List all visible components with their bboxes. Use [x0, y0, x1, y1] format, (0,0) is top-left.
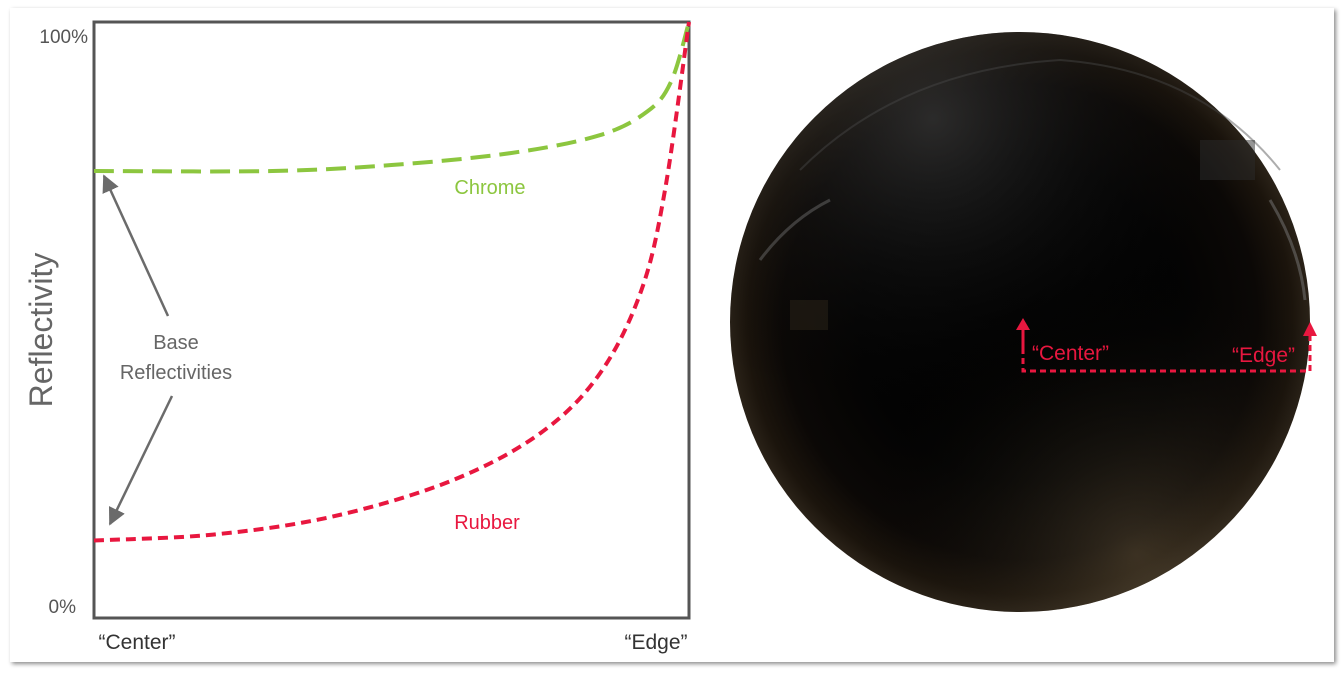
- measure-bracket: [1021, 334, 1312, 373]
- x-right-tick-label: “Edge”: [624, 631, 687, 654]
- sphere-edge-label: “Edge”: [1232, 344, 1295, 367]
- annotation-base-text: Base: [153, 332, 199, 354]
- sphere-reflection-right: [1268, 199, 1307, 301]
- annotation-arrow-to-chrome: [102, 174, 170, 317]
- y-top-tick-label: 100%: [39, 27, 88, 48]
- chrome-series-label: Chrome: [454, 177, 525, 199]
- series-line-rubber: [93, 21, 691, 543]
- center-arrow-head: [1016, 318, 1030, 330]
- edge-arrow-head: [1303, 322, 1317, 336]
- sphere-reflection-left: [758, 198, 831, 261]
- series-line-chrome: [93, 21, 691, 174]
- x-left-tick-label: “Center”: [98, 631, 175, 654]
- rubber-series-label: Rubber: [454, 512, 520, 534]
- y-axis-label: Reflectivity: [23, 253, 59, 408]
- annotation-arrow-to-rubber: [108, 395, 174, 526]
- y-bottom-tick-label: 0%: [49, 597, 77, 618]
- series-layer: [93, 21, 691, 543]
- reflectivity-chart: 100% 0% Reflectivity “Center” “Edge” Chr…: [23, 20, 691, 654]
- chrome-sphere-illustration: “Center” “Edge”: [730, 32, 1317, 612]
- annotation-reflectivities-text: Reflectivities: [120, 362, 232, 384]
- sphere-window-reflection-2: [1200, 140, 1255, 180]
- sphere-center-label: “Center”: [1032, 342, 1109, 365]
- chart-frame: [92, 20, 691, 620]
- sphere-reflection-arc: [799, 58, 1281, 171]
- sphere-window-reflection: [790, 300, 828, 330]
- sphere-bottom-reflection: [730, 32, 1310, 612]
